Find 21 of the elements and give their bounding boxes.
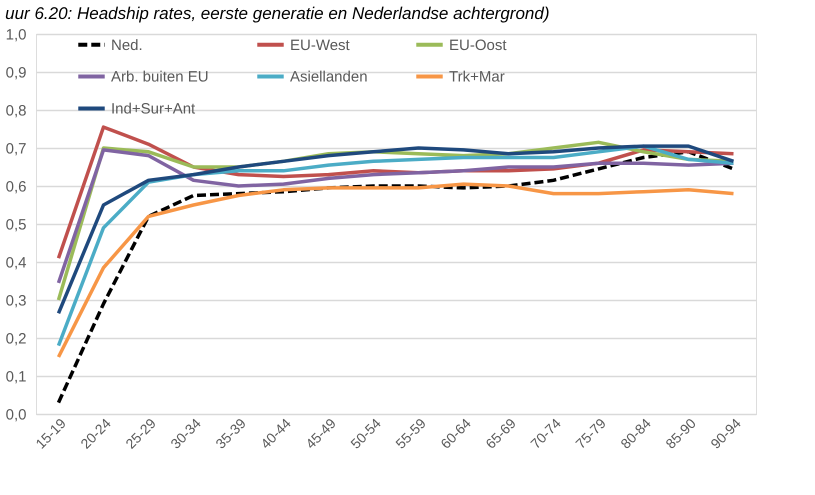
y-tick-label: 1,0	[6, 26, 26, 44]
legend-label: EU-Oost	[449, 36, 508, 54]
line-series	[56, 182, 736, 359]
y-tick-label: 0,3	[6, 292, 26, 310]
legend-label: Ned.	[111, 36, 143, 54]
legend-label: EU-West	[290, 36, 351, 54]
legend-label: Trk+Mar	[449, 68, 505, 86]
legend-label: Ind+Sur+Ant	[111, 100, 196, 118]
legend-label: Arb. buiten EU	[111, 68, 209, 86]
chart-title: uur 6.20: Headship rates, eerste generatie en Nederlandse achtergrond)	[5, 4, 550, 23]
y-tick-label: 0,2	[6, 330, 26, 348]
y-tick-label: 0,1	[6, 368, 26, 386]
line-series	[56, 150, 736, 404]
legend-label: Asiellanden	[290, 68, 368, 86]
y-tick-label: 0,6	[6, 178, 26, 196]
y-tick-label: 0,7	[6, 140, 26, 158]
y-tick-label: 0,8	[6, 102, 26, 120]
y-tick-label: 0,5	[6, 216, 26, 234]
y-tick-label: 0,4	[6, 254, 26, 272]
y-tick-label: 0,0	[6, 406, 26, 424]
y-tick-label: 0,9	[6, 64, 26, 82]
